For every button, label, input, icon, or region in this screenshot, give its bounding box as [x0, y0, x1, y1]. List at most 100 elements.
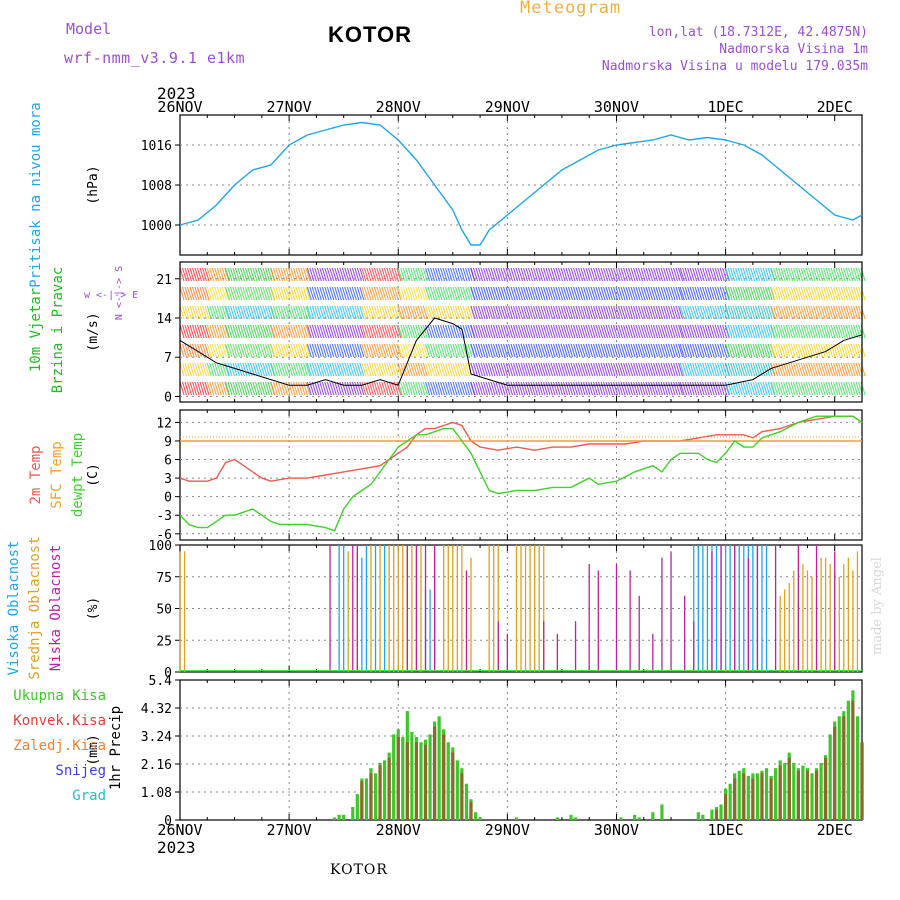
wind-streak [587, 343, 594, 358]
wind-streak [492, 324, 499, 339]
wind-streak [522, 362, 529, 377]
y-tick-label: 50 [156, 603, 172, 618]
wind-streak [843, 381, 849, 396]
wind-streak [565, 267, 571, 282]
wind-streak [735, 381, 741, 396]
precip-bar [714, 809, 719, 820]
wind-streak [795, 324, 801, 339]
wind-streak [648, 305, 654, 320]
wind-streak [311, 286, 317, 301]
wind-streak [179, 324, 185, 339]
wind-streak [530, 324, 536, 339]
wind-streak [808, 286, 814, 301]
wind-streak [704, 362, 710, 377]
wind-streak [785, 267, 791, 282]
wind-streak [305, 324, 311, 339]
wind-streak [618, 381, 624, 396]
wind-streak [638, 286, 644, 301]
wind-streak [247, 286, 253, 301]
wind-streak [565, 286, 571, 301]
wind-streak [316, 362, 322, 377]
wind-streak [684, 267, 690, 282]
wind-streak [487, 324, 494, 339]
cloud-bar [793, 570, 795, 672]
wind-streak [760, 343, 766, 358]
wind-streak [745, 362, 751, 377]
y-unit-pressure: (hPa) [86, 165, 101, 204]
wind-streak [329, 381, 335, 396]
wind-streak [302, 343, 308, 358]
wind-streak [252, 305, 258, 320]
wind-streak [620, 381, 626, 396]
wind-streak [186, 324, 193, 339]
wind-streak [813, 305, 819, 320]
wind-streak [420, 381, 426, 396]
wind-streak [237, 362, 243, 377]
cloud-bar [734, 545, 736, 672]
wind-streak [227, 362, 233, 377]
wind-streak [417, 343, 423, 358]
wind-streak [570, 324, 576, 339]
wind-streak [329, 324, 335, 339]
wind-streak [502, 343, 509, 358]
cloud-bar [383, 545, 386, 672]
wind-streak [803, 324, 809, 339]
wind-streak [277, 381, 283, 396]
wind-streak [196, 305, 203, 320]
wind-streak [434, 305, 441, 320]
wind-streak [326, 286, 332, 301]
wind-streak [557, 381, 564, 396]
wind-streak [775, 305, 781, 320]
wind-streak [480, 362, 486, 377]
wind-streak [280, 324, 286, 339]
wind-streak [650, 324, 656, 339]
wind-streak [400, 362, 406, 377]
precip-bar [792, 762, 796, 820]
wind-streak [306, 267, 312, 282]
wind-streak [820, 381, 826, 396]
cloud-bar [838, 576, 840, 672]
wind-streak [778, 343, 784, 358]
wind-streak [432, 267, 438, 282]
wind-streak [783, 343, 789, 358]
y-tick-label: 9 [164, 435, 172, 450]
wind-streak [765, 343, 771, 358]
cloud-bar [802, 564, 804, 672]
wind-streak [722, 343, 728, 358]
wind-streak [300, 267, 306, 282]
pressure-axis-title: Pritisak na nivou mora [28, 102, 44, 287]
wind-streak [270, 267, 276, 282]
wind-streak [752, 305, 758, 320]
wind-streak [191, 324, 198, 339]
wind-streak [648, 324, 654, 339]
precip-bar [423, 744, 428, 820]
wind-streak [530, 286, 536, 301]
wind-streak [547, 305, 554, 320]
wind-streak [689, 305, 695, 320]
wind-streak [427, 362, 433, 377]
wind-streak [562, 267, 569, 282]
wind-streak [783, 381, 789, 396]
wind-streak [211, 381, 217, 396]
wind-streak [707, 324, 713, 339]
wind-streak [845, 381, 851, 396]
wind-streak [234, 286, 240, 301]
cloud-bar [738, 545, 740, 672]
wind-streak [429, 286, 436, 301]
wind-streak [324, 381, 330, 396]
wind-streak [199, 381, 205, 396]
wind-streak [211, 362, 217, 377]
wind-streak [361, 267, 367, 282]
wind-streak [189, 362, 195, 377]
wind-streak [699, 362, 705, 377]
wind-streak [648, 286, 654, 301]
wind-streak [331, 305, 337, 320]
wind-streak [798, 305, 804, 320]
wind-streak [542, 286, 549, 301]
wind-streak [442, 267, 448, 282]
wind-streak [280, 267, 286, 282]
wind-streak [204, 324, 210, 339]
wind-streak [590, 305, 596, 320]
wind-streak [224, 324, 230, 339]
wind-streak [687, 343, 693, 358]
